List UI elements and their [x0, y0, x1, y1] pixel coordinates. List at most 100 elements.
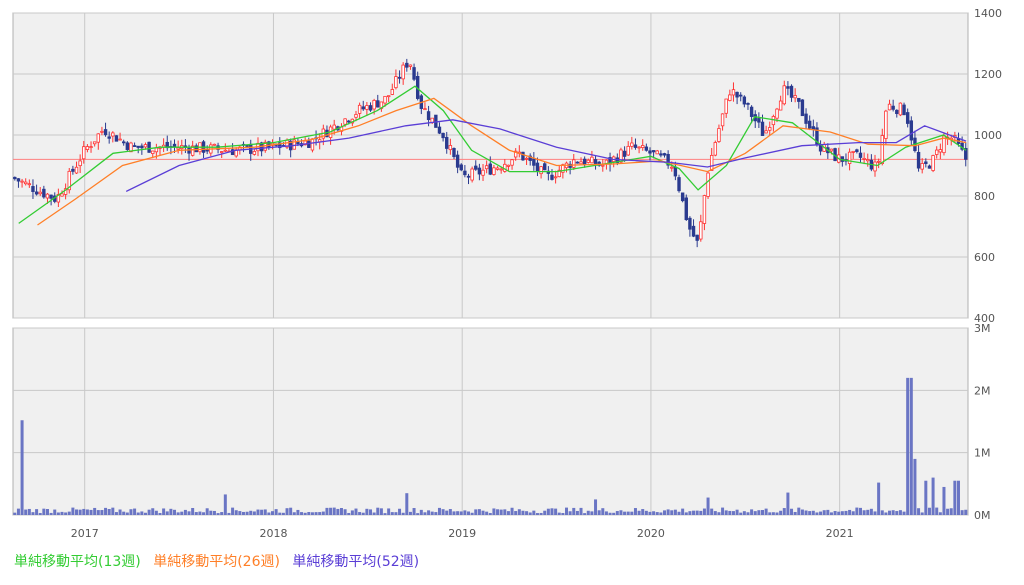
- candle-body: [34, 191, 39, 195]
- candle-body: [223, 149, 228, 152]
- volume-bar: [557, 512, 561, 515]
- candle-body: [13, 176, 17, 180]
- candle-body: [699, 221, 703, 240]
- candle-body: [749, 106, 754, 117]
- volume-bar: [641, 509, 645, 515]
- candle-body: [441, 132, 445, 139]
- volume-bar: [448, 509, 452, 515]
- volume-bar: [543, 510, 547, 515]
- candle-body: [964, 148, 968, 160]
- volume-bar: [594, 499, 598, 515]
- volume-bar: [550, 508, 554, 515]
- volume-bar: [942, 486, 946, 515]
- volume-bar: [118, 509, 122, 515]
- volume-bar: [467, 511, 471, 515]
- volume-bar: [702, 508, 706, 515]
- volume-bar: [241, 511, 245, 515]
- candle-body: [862, 157, 866, 160]
- candle-body: [67, 170, 71, 191]
- candle-body: [401, 64, 405, 80]
- volume-bar: [652, 511, 656, 515]
- candle-body: [386, 95, 391, 98]
- volume-bar: [162, 508, 166, 515]
- volume-bar: [503, 509, 507, 515]
- volume-bar: [895, 511, 899, 515]
- volume-bar: [136, 512, 140, 515]
- candle-body: [677, 177, 681, 192]
- volume-bar: [521, 510, 525, 515]
- candle-body: [778, 100, 783, 111]
- candle-body: [880, 135, 884, 164]
- candle-body: [706, 172, 710, 197]
- candle-body: [151, 150, 155, 154]
- price-tick-label: 1400: [974, 7, 1002, 20]
- volume-bar: [604, 511, 608, 515]
- volume-bar: [263, 509, 267, 515]
- volume-bar: [946, 508, 950, 515]
- volume-bar: [82, 508, 86, 515]
- candle-body: [74, 166, 79, 174]
- volume-bar: [223, 494, 227, 515]
- candle-body: [463, 170, 467, 176]
- candle-body: [662, 153, 667, 156]
- candle-body: [455, 154, 460, 168]
- volume-bar: [78, 509, 82, 515]
- candle-body: [267, 141, 271, 148]
- candle-body: [49, 194, 53, 199]
- volume-y-axis: 3M 2M 1M 0M: [974, 322, 991, 522]
- candle-body: [448, 145, 453, 151]
- candle-body: [212, 143, 217, 146]
- volume-bar: [24, 509, 28, 515]
- volume-bar: [212, 510, 216, 515]
- volume-bar: [412, 508, 416, 515]
- candle-body: [452, 148, 456, 158]
- ma-line-2: [125, 119, 967, 192]
- volume-bar: [361, 512, 365, 515]
- volume-bar: [623, 511, 627, 515]
- volume-bar: [67, 511, 71, 515]
- volume-bar: [339, 507, 343, 515]
- candle-body: [648, 150, 652, 154]
- candle-body: [920, 163, 924, 170]
- volume-bar: [485, 511, 489, 515]
- volume-bar: [917, 508, 921, 515]
- candle-body: [909, 120, 914, 141]
- candle-body: [252, 151, 257, 155]
- candle-body: [633, 144, 638, 148]
- candle-body: [916, 151, 921, 169]
- candle-body: [927, 165, 932, 169]
- candle-body: [122, 141, 126, 144]
- volume-bar: [535, 513, 539, 515]
- volume-bar: [245, 511, 249, 515]
- candle-body: [397, 76, 402, 79]
- candle-body: [437, 126, 442, 134]
- candle-body: [702, 195, 707, 224]
- candle-body: [746, 102, 750, 105]
- candle-body: [219, 151, 224, 153]
- volume-bar: [760, 510, 764, 515]
- volume-bar: [205, 508, 209, 515]
- candle-body: [459, 164, 463, 171]
- volume-bar: [56, 512, 60, 515]
- candle-body: [470, 168, 474, 181]
- volume-bar: [289, 507, 293, 515]
- candle-body: [775, 108, 779, 119]
- volume-bar: [902, 511, 906, 515]
- volume-bar: [746, 512, 750, 515]
- candle-body: [829, 148, 834, 152]
- volume-bar: [793, 511, 797, 515]
- candle-body: [535, 162, 540, 172]
- candle-body: [771, 116, 776, 126]
- candle-body: [85, 146, 90, 150]
- candle-body: [670, 166, 674, 169]
- volume-bar: [16, 508, 20, 515]
- volume-bar: [804, 510, 808, 515]
- candle-body: [931, 155, 935, 171]
- volume-bar: [350, 510, 354, 515]
- volume-bar: [369, 509, 373, 515]
- volume-bar: [615, 511, 619, 515]
- volume-bar: [735, 509, 739, 515]
- volume-bar: [644, 510, 648, 515]
- candle-body: [709, 154, 714, 171]
- candle-body: [103, 129, 108, 136]
